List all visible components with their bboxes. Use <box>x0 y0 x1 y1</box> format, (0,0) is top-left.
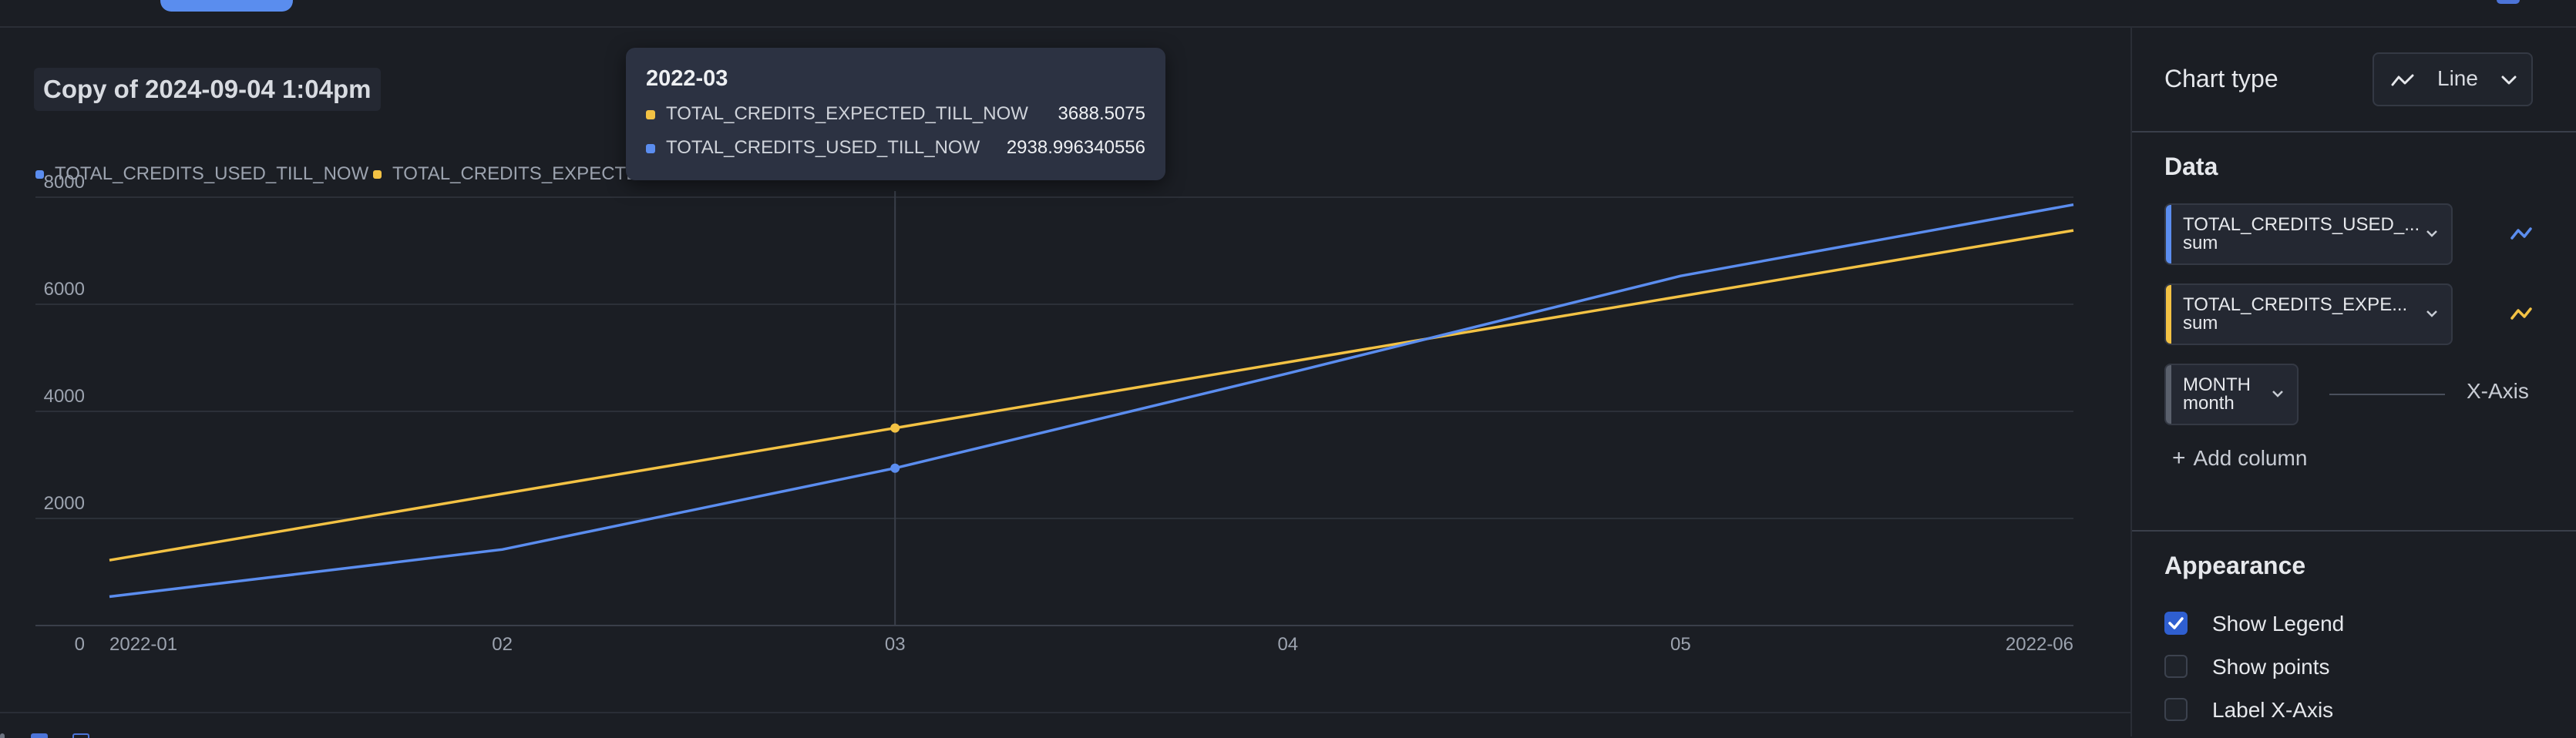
add-column-button[interactable]: + Add column <box>2172 445 2307 471</box>
x-tick-label: 04 <box>1277 634 1298 655</box>
x-tick-label: 03 <box>885 634 906 655</box>
top-right-icon[interactable] <box>2497 0 2520 4</box>
line-chart: 8000 6000 4000 2000 0 2022-01 02 03 04 05 2022-06 <box>35 172 2074 655</box>
column-color-accent <box>2166 205 2171 263</box>
x-tick-label: 2022-06 <box>2006 634 2073 655</box>
toolbar-table-icon[interactable] <box>72 733 89 738</box>
xaxis-connector-line <box>2329 394 2445 395</box>
line-chart-icon <box>2391 74 2414 86</box>
legend-label-expected: TOTAL_CREDITS_EXPECTE <box>392 163 639 184</box>
hover-point <box>890 423 900 433</box>
column-chip-used[interactable]: TOTAL_CREDITS_USED_... sum <box>2164 203 2453 265</box>
column-color-accent <box>2166 285 2171 344</box>
column-name: TOTAL_CREDITS_USED_... <box>2183 214 2420 235</box>
legend-item-used[interactable]: TOTAL_CREDITS_USED_TILL_NOW <box>35 159 368 190</box>
tooltip-series-name: TOTAL_CREDITS_USED_TILL_NOW <box>666 137 980 158</box>
tooltip-dot-expected <box>646 110 655 119</box>
y-tick-label: 8000 <box>44 172 85 193</box>
xaxis-label: X-Axis <box>2467 379 2529 403</box>
x-tick-label: 2022-01 <box>109 634 177 655</box>
show-legend-checkbox[interactable] <box>2164 612 2188 635</box>
y-tick-label: 0 <box>75 634 85 655</box>
series-line <box>109 229 2074 562</box>
tooltip-row-used: TOTAL_CREDITS_USED_TILL_NOW 2938.9963405… <box>646 136 1145 160</box>
toolbar-edge-icon[interactable] <box>0 733 5 738</box>
column-color-accent <box>2166 365 2171 424</box>
label-xaxis-checkbox[interactable] <box>2164 698 2188 721</box>
series-line <box>109 203 2074 599</box>
legend-label-used: TOTAL_CREDITS_USED_TILL_NOW <box>55 163 369 184</box>
tooltip-dot-used <box>646 144 655 153</box>
show-points-label: Show points <box>2212 655 2330 679</box>
chart-settings-panel: Chart type Line Data TOTAL_CREDITS_USED_… <box>2130 28 2576 736</box>
tooltip-series-value: 3688.5075 <box>1058 103 1145 124</box>
section-divider <box>2132 131 2576 133</box>
chart-title[interactable]: Copy of 2024-09-04 1:04pm <box>34 68 381 111</box>
legend-item-expected[interactable]: TOTAL_CREDITS_EXPECTE <box>373 159 638 190</box>
chart-panel: 8000 6000 4000 2000 0 2022-01 02 03 04 05 2022-06 … <box>0 28 2130 712</box>
column-chip-expected[interactable]: TOTAL_CREDITS_EXPE... sum <box>2164 283 2453 345</box>
tooltip-series-name: TOTAL_CREDITS_EXPECTED_TILL_NOW <box>666 103 1028 124</box>
chart-tooltip: 2022-03 TOTAL_CREDITS_EXPECTED_TILL_NOW … <box>626 48 1165 180</box>
plus-icon: + <box>2172 445 2186 471</box>
chart-type-value: Line <box>2437 66 2478 90</box>
legend-dot-expected <box>373 170 382 179</box>
add-column-label: Add column <box>2193 446 2308 470</box>
tooltip-row-expected: TOTAL_CREDITS_EXPECTED_TILL_NOW 3688.507… <box>646 102 1145 126</box>
x-tick-label: 02 <box>492 634 513 655</box>
label-xaxis-label: Label X-Axis <box>2212 698 2334 722</box>
xaxis-column-chip[interactable]: MONTH month <box>2164 364 2299 425</box>
column-name: TOTAL_CREDITS_EXPE... <box>2183 294 2408 315</box>
section-divider <box>2132 530 2576 532</box>
bottom-toolbar <box>0 712 2130 738</box>
column-aggregation: month <box>2183 393 2235 414</box>
top-action-button[interactable] <box>160 0 293 12</box>
column-aggregation: sum <box>2183 233 2218 253</box>
top-bar <box>0 0 2576 28</box>
checkmark-icon <box>2168 617 2184 629</box>
y-tick-label: 4000 <box>44 386 85 407</box>
column-name: MONTH <box>2183 374 2251 395</box>
chevron-down-icon <box>2272 391 2283 398</box>
tooltip-title: 2022-03 <box>646 66 728 91</box>
series-line-icon[interactable] <box>2510 225 2533 242</box>
chevron-down-icon <box>2501 75 2517 85</box>
chevron-down-icon <box>2426 230 2437 237</box>
y-tick-label: 6000 <box>44 279 85 300</box>
legend-dot-used <box>35 170 44 179</box>
data-section-heading: Data <box>2164 153 2218 180</box>
appearance-section-heading: Appearance <box>2164 552 2306 579</box>
chart-type-dropdown[interactable]: Line <box>2373 52 2533 106</box>
hover-point <box>890 463 900 473</box>
x-tick-label: 05 <box>1670 634 1691 655</box>
tooltip-series-value: 2938.996340556 <box>1006 137 1145 158</box>
show-points-checkbox[interactable] <box>2164 655 2188 678</box>
column-aggregation: sum <box>2183 313 2218 334</box>
series-line-icon[interactable] <box>2510 305 2533 322</box>
chart-type-label: Chart type <box>2164 65 2278 92</box>
chevron-down-icon <box>2426 310 2437 317</box>
y-tick-label: 2000 <box>44 493 85 514</box>
toolbar-grid-icon[interactable] <box>31 733 48 738</box>
show-legend-label: Show Legend <box>2212 612 2345 636</box>
